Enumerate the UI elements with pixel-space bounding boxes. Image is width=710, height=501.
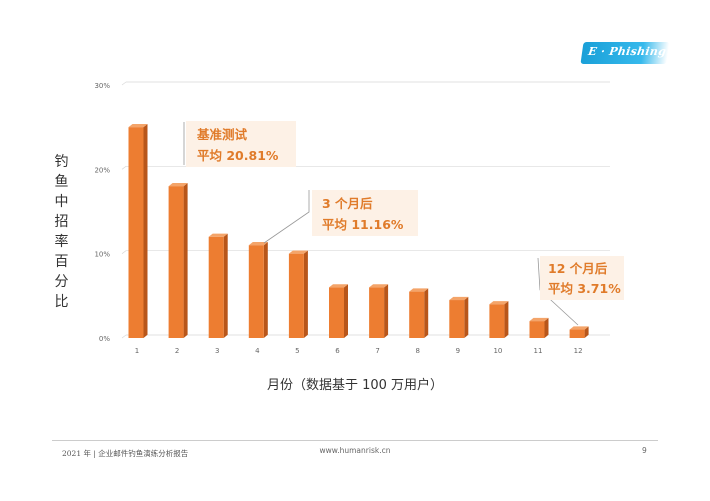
callout-12-months-box bbox=[540, 256, 624, 300]
callout-baseline-line1: 基准测试 bbox=[196, 127, 248, 142]
y-axis-label: 钓鱼中招率百分比 bbox=[54, 154, 70, 310]
bar-front bbox=[369, 287, 385, 338]
x-tick-label: 2 bbox=[175, 347, 179, 355]
y-tick-label: 0% bbox=[99, 335, 110, 343]
callout-baseline-line2: 平均 20.81% bbox=[197, 148, 279, 163]
bar-front bbox=[569, 329, 585, 338]
bar-top bbox=[449, 296, 469, 301]
bar bbox=[409, 288, 429, 338]
bar-top bbox=[168, 183, 188, 187]
callout-3-months-line2: 平均 11.16% bbox=[322, 217, 404, 232]
bar bbox=[569, 326, 589, 338]
bar-front bbox=[329, 287, 344, 338]
bar-side bbox=[384, 284, 389, 338]
bar-top bbox=[529, 317, 549, 322]
bar bbox=[208, 233, 228, 338]
bar bbox=[369, 284, 389, 338]
x-axis-label: 月份（数据基于 100 万用户） bbox=[266, 378, 444, 393]
bar bbox=[248, 242, 268, 338]
bar-side bbox=[183, 183, 188, 338]
callout-baseline-box bbox=[186, 121, 296, 167]
gridline-depth bbox=[121, 166, 127, 170]
callout-12-months-line1: 12 个月后 bbox=[548, 261, 608, 276]
bar-side bbox=[143, 123, 148, 338]
callout-12-months-line2: 平均 3.71% bbox=[548, 281, 621, 296]
x-tick-label: 8 bbox=[415, 347, 419, 355]
gridline-depth bbox=[121, 334, 127, 339]
callout-12-months: 12 个月后 平均 3.71% bbox=[540, 256, 624, 300]
callout-3-months: 3 个月后 平均 11.16% bbox=[312, 190, 418, 236]
x-tick-label: 12 bbox=[574, 347, 583, 355]
y-tick-label: 30% bbox=[94, 82, 110, 90]
bar bbox=[128, 123, 148, 339]
bar-side bbox=[544, 317, 549, 338]
bar bbox=[168, 183, 188, 338]
bar-front bbox=[409, 291, 425, 338]
y-tick-label: 20% bbox=[94, 166, 110, 174]
bar-top bbox=[489, 301, 509, 305]
callout-3-months-box bbox=[312, 190, 418, 236]
bar-front bbox=[128, 127, 144, 339]
bar bbox=[449, 296, 469, 338]
x-tick-label: 6 bbox=[335, 347, 340, 355]
bar-chart: 0%10%20%30% 1 2 3 4 5 6 7 8 9 10 11 12 基准测试 平均 20.8… bbox=[94, 81, 624, 355]
bar-top bbox=[369, 284, 389, 288]
bar-side bbox=[504, 301, 509, 338]
footer-report-title: 2021 年 | 企业邮件钓鱼演练分析报告 bbox=[62, 449, 189, 458]
callout-baseline: 基准测试 平均 20.81% bbox=[186, 121, 296, 167]
y-tick-label: 10% bbox=[94, 251, 110, 259]
gridline-depth bbox=[121, 250, 127, 254]
bar-side bbox=[424, 288, 429, 338]
bar-top bbox=[208, 233, 228, 237]
bar-front bbox=[248, 245, 264, 338]
x-tick-label: 3 bbox=[215, 347, 219, 355]
x-tick-label: 5 bbox=[295, 347, 299, 355]
page-number: 9 bbox=[642, 446, 647, 455]
bar-top bbox=[288, 250, 308, 254]
bar-top bbox=[128, 123, 148, 128]
x-tick-label: 7 bbox=[375, 347, 379, 355]
gridline-depth bbox=[121, 81, 127, 86]
bar-front bbox=[489, 304, 505, 338]
bar-side bbox=[303, 250, 308, 338]
bar bbox=[329, 284, 348, 338]
bar bbox=[489, 301, 509, 338]
bar-front bbox=[168, 186, 184, 338]
bars bbox=[128, 123, 589, 339]
bar-side bbox=[263, 242, 268, 338]
bar-front bbox=[529, 321, 545, 338]
bar bbox=[529, 317, 549, 338]
footer-website: www.humanrisk.cn bbox=[319, 446, 391, 455]
bar-top bbox=[248, 242, 268, 246]
bar bbox=[288, 250, 308, 338]
x-tick-label: 10 bbox=[493, 347, 502, 355]
bar-top bbox=[569, 326, 589, 330]
x-tick-label: 4 bbox=[255, 347, 260, 355]
y-tick-labels: 0% 10% 20% 30% bbox=[94, 82, 110, 343]
bar-side bbox=[223, 233, 228, 338]
x-tick-label: 11 bbox=[534, 347, 543, 355]
bar-front bbox=[288, 253, 304, 338]
bar-top bbox=[329, 284, 348, 288]
callout-line-3-months bbox=[263, 190, 310, 244]
bar-side bbox=[344, 284, 348, 338]
bar-front bbox=[208, 236, 224, 338]
x-tick-label: 9 bbox=[456, 347, 460, 355]
bar-top bbox=[409, 288, 429, 292]
x-tick-label: 1 bbox=[135, 347, 139, 355]
bar-front bbox=[449, 300, 465, 338]
bar-side bbox=[464, 296, 469, 338]
x-tick-labels: 1 2 3 4 5 6 7 8 9 10 11 12 bbox=[135, 347, 583, 355]
callout-3-months-line1: 3 个月后 bbox=[322, 196, 373, 211]
footer-divider bbox=[52, 440, 658, 441]
bar-side bbox=[584, 326, 589, 338]
